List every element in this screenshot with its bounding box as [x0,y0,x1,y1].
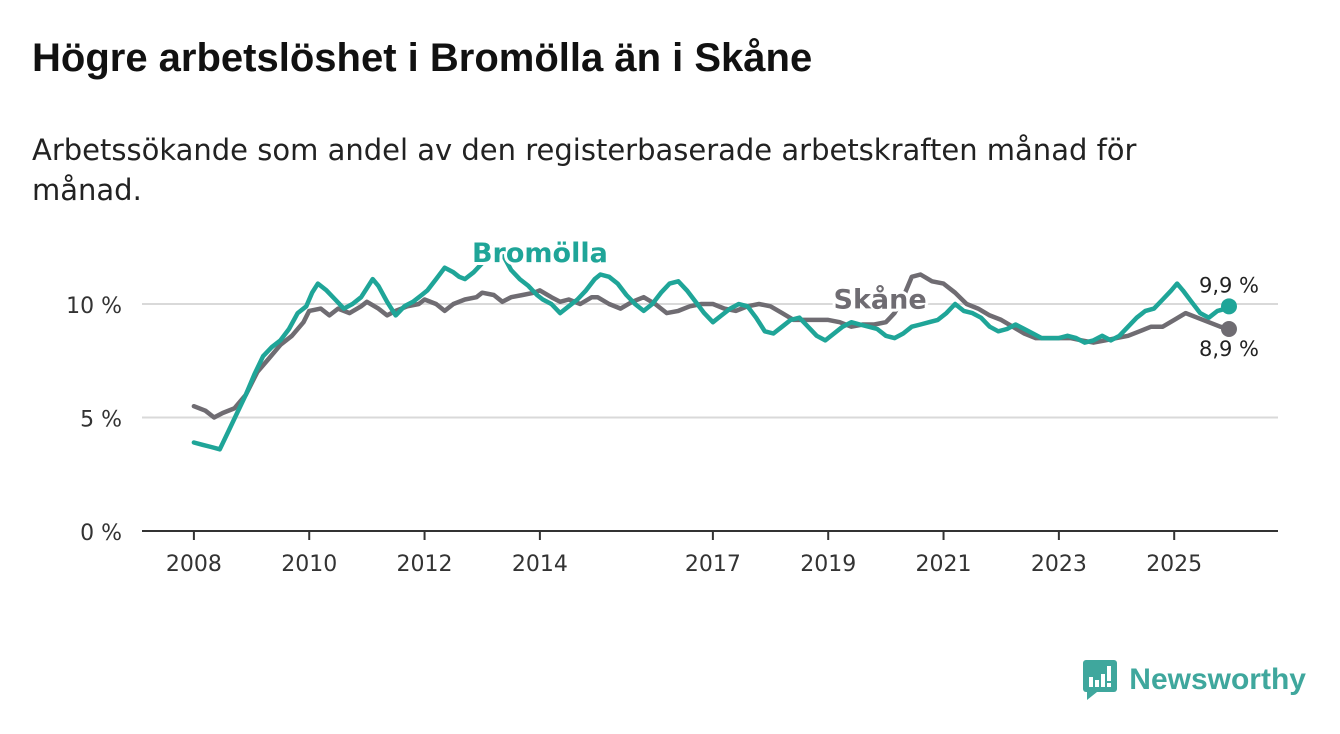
x-tick-label: 2014 [512,552,568,577]
x-tick-label: 2008 [166,552,222,577]
x-tick-label: 2021 [916,552,972,577]
series-annotation: Skåne [834,284,927,316]
x-axis: 2008 2010 2012 2014 2017 2019 2021 2023 2025 [142,530,1278,577]
series-line-bromlla [191,245,1232,452]
y-tick-label: 0 % [80,521,122,546]
x-tick-label: 2012 [397,552,453,577]
chart-labels: 0 % 5 % 10 % 8,9 % 9,9 % Bromölla Skåne [66,235,1259,546]
chart-title: Högre arbetslöshet i Bromölla än i Skåne [32,36,813,80]
newsworthy-logo-icon [1083,660,1118,700]
series-line-skne [191,272,1232,420]
series-end-point [1220,298,1237,315]
x-tick-label: 2023 [1031,552,1087,577]
x-tick-label: 2017 [685,552,741,577]
x-tick-label: 2025 [1146,552,1202,577]
series-end-label: 9,9 % [1199,273,1259,297]
chart-subtitle: Arbetssökande som andel av den registerb… [32,133,1137,207]
x-tick-label: 2019 [800,552,856,577]
series-annotation: Bromölla [472,238,608,269]
y-tick-label: 10 % [66,294,122,319]
x-tick-label: 2010 [281,552,337,577]
series-end-label: 8,9 % [1199,337,1259,361]
series-end-point [1220,321,1237,338]
series-layer [191,245,1237,452]
brand-name: Newsworthy [1129,663,1306,696]
y-tick-label: 5 % [80,408,122,433]
brand-logo: Newsworthy [1083,660,1306,700]
